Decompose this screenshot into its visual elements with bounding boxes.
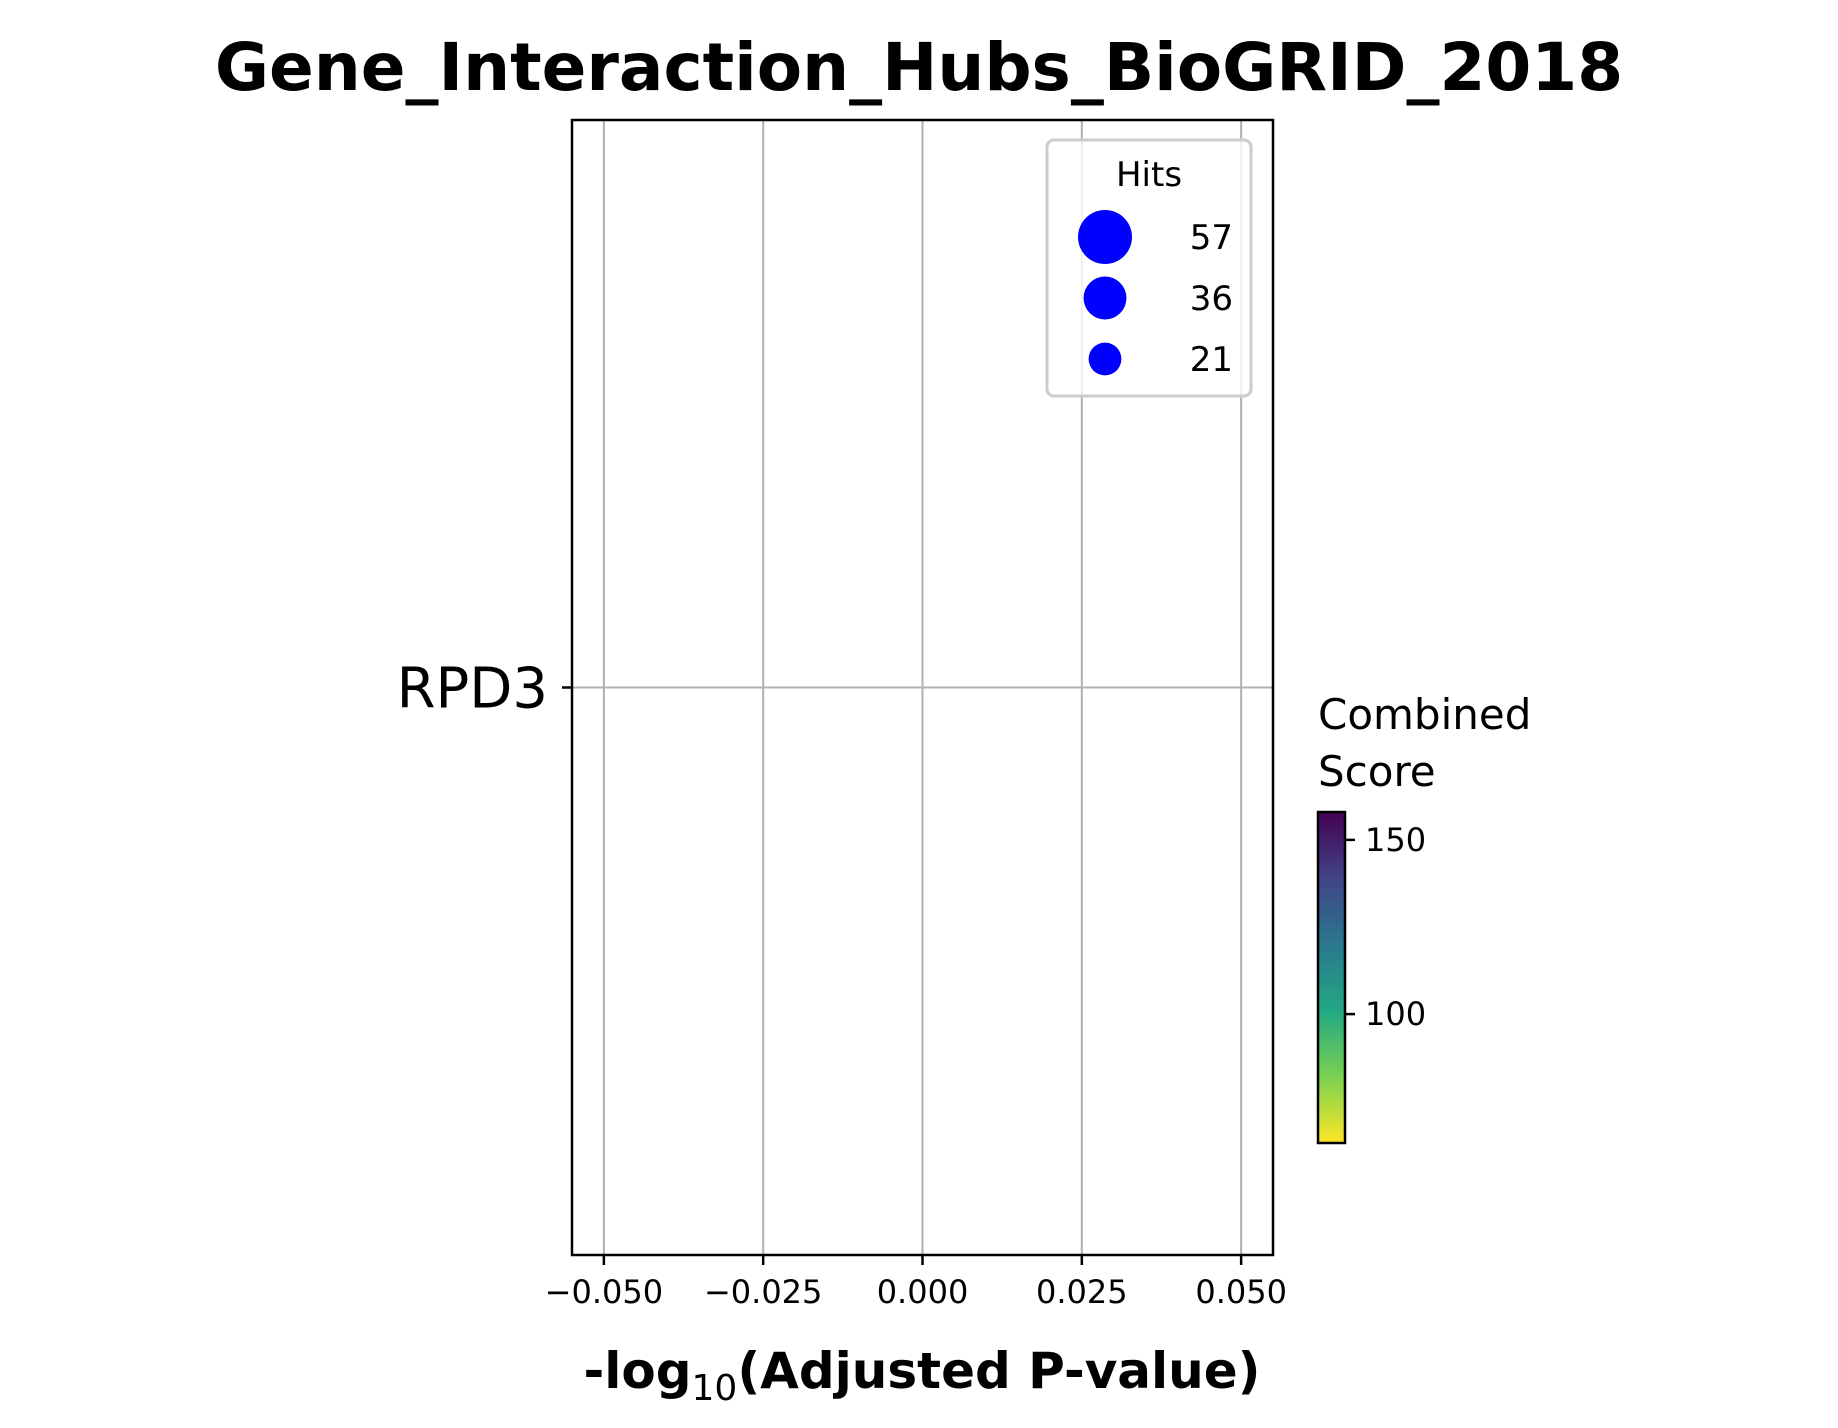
- legend: Hits 57 36 21: [1045, 138, 1253, 398]
- x-axis-label-subscript: 10: [692, 1368, 738, 1409]
- legend-box: [1045, 138, 1253, 398]
- x-tick-label: 0.000: [877, 1273, 969, 1311]
- legend-title: Hits: [1116, 155, 1182, 195]
- legend-label: 36: [1190, 279, 1233, 319]
- x-tick-label: −0.050: [545, 1273, 663, 1311]
- legend-label: 57: [1190, 218, 1233, 258]
- colorbar-tick-label: 150: [1365, 821, 1426, 859]
- colorbar-title-line2: Score: [1318, 747, 1436, 796]
- legend-marker: [1083, 276, 1127, 320]
- colorbar-title-line1: Combined: [1318, 690, 1531, 739]
- y-tick-label: RPD3: [397, 657, 548, 722]
- y-axis: RPD3: [397, 657, 572, 722]
- colorbar: Combined Score 100 150: [1316, 690, 1531, 1145]
- chart-title: Gene_Interaction_Hubs_BioGRID_2018: [215, 29, 1623, 106]
- x-axis-label: -log10(Adjusted P-value): [583, 1342, 1260, 1409]
- colorbar-gradient: [1316, 810, 1347, 1145]
- x-axis-label-prefix: -log: [583, 1342, 691, 1400]
- colorbar-tick-label: 100: [1365, 995, 1426, 1033]
- legend-label: 21: [1190, 340, 1233, 380]
- x-tick-label: 0.025: [1036, 1273, 1128, 1311]
- x-tick-label: −0.025: [704, 1273, 822, 1311]
- x-axis-label-suffix: (Adjusted P-value): [737, 1342, 1260, 1400]
- x-axis: −0.050 −0.025 0.000 0.025 0.050: [545, 1255, 1287, 1311]
- x-tick-label: 0.050: [1195, 1273, 1287, 1311]
- legend-marker: [1078, 210, 1132, 264]
- legend-marker: [1088, 342, 1122, 376]
